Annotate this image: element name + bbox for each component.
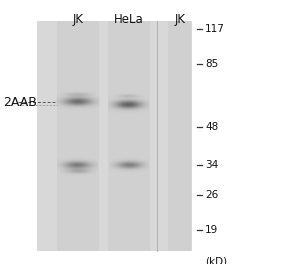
Bar — [37, 21, 192, 251]
Text: 117: 117 — [205, 24, 225, 34]
Text: 48: 48 — [205, 122, 218, 132]
Text: (kD): (kD) — [205, 256, 227, 264]
Text: 26: 26 — [205, 190, 218, 200]
Text: HeLa: HeLa — [114, 13, 144, 26]
Text: JK: JK — [174, 13, 185, 26]
Bar — [168, 21, 191, 251]
Text: JK: JK — [72, 13, 83, 26]
Bar — [108, 21, 150, 251]
Bar — [57, 21, 99, 251]
Text: 85: 85 — [205, 59, 218, 69]
Text: 2AAB: 2AAB — [3, 96, 37, 110]
Text: 34: 34 — [205, 161, 218, 171]
Text: 19: 19 — [205, 225, 218, 235]
